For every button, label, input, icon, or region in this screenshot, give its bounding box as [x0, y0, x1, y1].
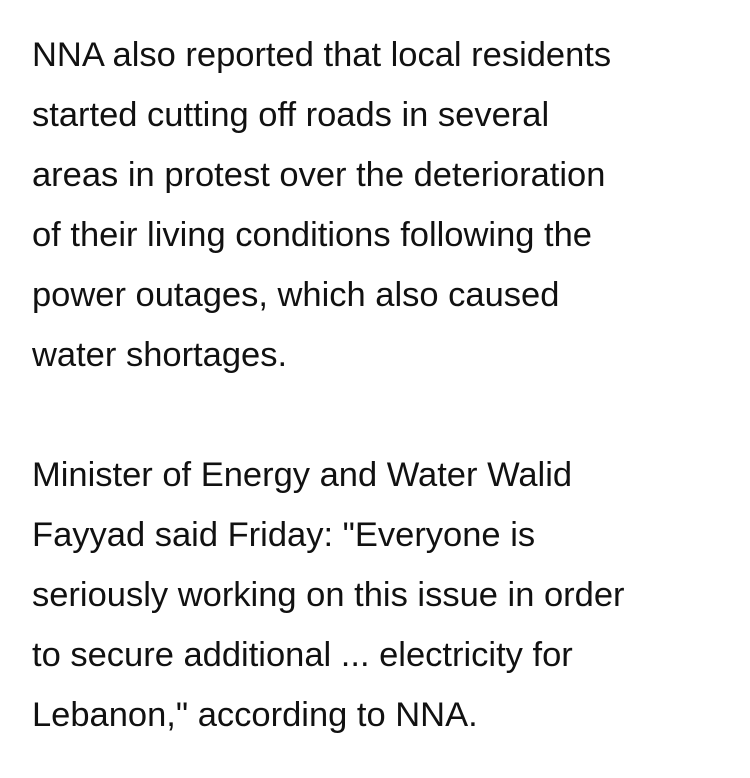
text-line: Fayyad said Friday: "Everyone is — [32, 516, 536, 554]
text-line: power outages, which also caused — [32, 276, 560, 314]
text-line: water shortages. — [32, 336, 288, 374]
article-paragraph: NNA also reported that local residents s… — [32, 25, 611, 385]
text-line: NNA also reported that local residents — [32, 36, 612, 74]
text-line: to secure additional ... electricity for — [32, 636, 573, 674]
text-line: seriously working on this issue in order — [32, 576, 625, 614]
text-line: started cutting off roads in several — [32, 96, 550, 134]
text-line: Minister of Energy and Water Walid — [32, 456, 573, 494]
text-line: of their living conditions following the — [32, 216, 592, 254]
text-line: areas in protest over the deterioration — [32, 156, 606, 194]
article-paragraph: Minister of Energy and Water Walid Fayya… — [32, 445, 625, 745]
text-line: Lebanon," according to NNA. — [32, 696, 478, 734]
